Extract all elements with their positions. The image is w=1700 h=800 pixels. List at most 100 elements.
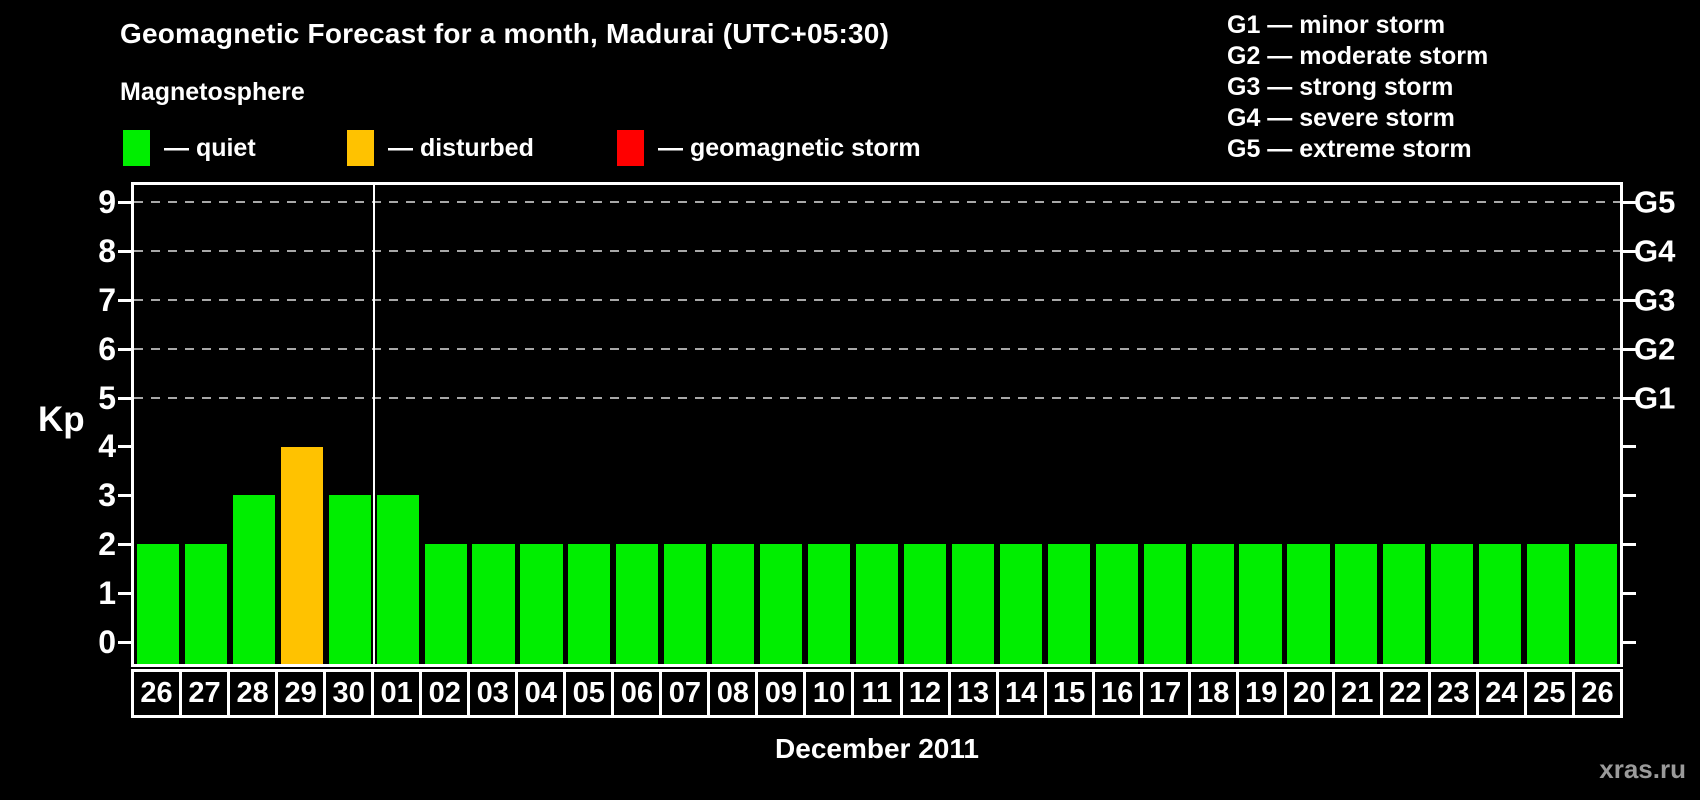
legend-item-label: — quiet [164,133,256,162]
kp-bar-day-04-value-2 [520,544,563,664]
bars-layer [134,185,1620,664]
kp-bar-day-05-value-2 [568,544,611,664]
day-label: 09 [764,677,798,709]
kp-bar-day-10-value-2 [808,544,851,664]
y-axis-tick-right-9 [1623,201,1636,205]
g-level-label-G4: G4 [1634,233,1676,269]
day-label: 24 [1485,677,1518,709]
y-axis-tick-label-1: 1 [98,575,116,612]
day-label: 19 [1245,677,1278,709]
y-axis-tick-left-9 [118,201,131,205]
bar-slot-day-10 [805,185,853,664]
bar-slot-day-03 [470,185,518,664]
bar-slot-day-26 [1572,185,1620,664]
bar-slot-day-27 [182,185,230,664]
kp-bar-day-24-value-2 [1479,544,1522,664]
day-label-box: 09 [755,669,807,718]
day-label: 10 [812,677,846,709]
kp-bar-day-21-value-2 [1335,544,1378,664]
bar-slot-day-21 [1332,185,1380,664]
day-label-box: 11 [851,669,903,718]
day-label: 08 [716,677,750,709]
kp-bar-day-06-value-2 [616,544,659,664]
storm-scale-legend: G1 — minor storm G2 — moderate storm G3 — … [1227,10,1488,165]
y-axis-tick-label-2: 2 [98,526,116,563]
day-label-box: 02 [419,669,471,718]
bar-slot-day-05 [565,185,613,664]
storm-scale-legend-line: G5 — extreme storm [1227,135,1472,163]
bar-slot-day-30 [326,185,374,664]
day-label-box: 03 [467,669,519,718]
kp-bar-day-26-value-2 [136,544,180,664]
legend-item-storm: — geomagnetic storm [617,128,921,168]
day-label: 11 [861,677,893,709]
y-axis-tick-label-9: 9 [98,184,116,221]
bar-slot-day-22 [1380,185,1428,664]
kp-bar-day-11-value-2 [855,544,899,664]
kp-bar-day-09-value-2 [760,544,803,664]
kp-bar-day-25-value-2 [1527,544,1570,664]
day-label: 28 [236,677,269,709]
bar-slot-day-24 [1476,185,1524,664]
day-label: 30 [332,677,365,709]
legend-item-disturbed: — disturbed [347,128,534,168]
day-label: 16 [1101,677,1134,709]
quiet-color-swatch-icon [123,130,150,166]
day-label-box: 29 [275,669,327,718]
y-axis-tick-left-2 [118,543,131,547]
kp-bar-day-15-value-2 [1047,544,1090,664]
y-axis-tick-left-7 [118,298,131,302]
bar-slot-day-06 [613,185,661,664]
y-axis-tick-right-3 [1623,494,1636,498]
legend-item-label: — disturbed [388,133,534,162]
day-label: 15 [1052,677,1086,709]
kp-bar-day-28-value-3 [232,495,275,664]
legend-item-quiet: — quiet [123,128,256,168]
y-axis-tick-right-4 [1623,445,1636,449]
day-label: 29 [284,677,317,709]
day-label: 18 [1197,677,1230,709]
day-label-box: 04 [515,669,567,718]
y-axis-tick-left-6 [118,347,131,351]
kp-bar-day-26-value-2 [1575,544,1618,664]
storm-scale-legend-line: G2 — moderate storm [1227,42,1489,70]
day-label-box: 05 [563,669,615,718]
day-label-box: 28 [227,669,279,718]
y-axis-tick-label-4: 4 [98,428,116,465]
bar-slot-day-29 [278,185,326,664]
kp-bar-day-18-value-2 [1191,544,1234,664]
day-label: 20 [1293,677,1326,709]
x-axis-title: December 2011 [775,733,979,764]
bar-slot-day-18 [1189,185,1237,664]
kp-bar-day-01-value-3 [376,495,419,664]
day-label-box: 22 [1379,669,1431,718]
kp-bar-day-27-value-2 [184,544,227,664]
bar-slot-day-26 [134,185,182,664]
y-axis-tick-right-7 [1623,298,1636,302]
gridline-kp-8 [134,249,1620,252]
y-axis-tick-right-6 [1623,347,1636,351]
y-axis-tick-label-5: 5 [98,379,116,416]
day-label-box: 21 [1331,669,1383,718]
day-label: 22 [1389,677,1422,709]
magnetosphere-heading: Magnetosphere [120,78,305,106]
day-label: 05 [572,677,605,709]
y-axis-tick-right-5 [1623,396,1636,400]
plot-area: G1 G2 G3 G4 G5 0 1 2 3 4 5 6 7 8 9 [98,182,1675,667]
bar-slot-day-01 [374,185,422,664]
bar-slot-day-04 [518,185,566,664]
day-label: 02 [428,677,461,709]
y-axis-tick-left-0 [118,641,131,644]
day-label-box: 07 [659,669,711,718]
gridline-kp-7 [134,298,1620,301]
day-label: 21 [1341,677,1374,709]
chart-title: Geomagnetic Forecast for a month, Madura… [120,18,890,49]
kp-bar-day-03-value-2 [472,544,515,664]
kp-bar-day-29-value-4 [280,446,323,664]
g-level-label-G2: G2 [1634,331,1676,367]
bar-slot-day-25 [1524,185,1572,664]
day-label: 17 [1149,677,1182,709]
bar-slot-day-02 [422,185,470,664]
day-label-box: 19 [1235,669,1287,718]
day-label: 26 [1581,677,1614,709]
